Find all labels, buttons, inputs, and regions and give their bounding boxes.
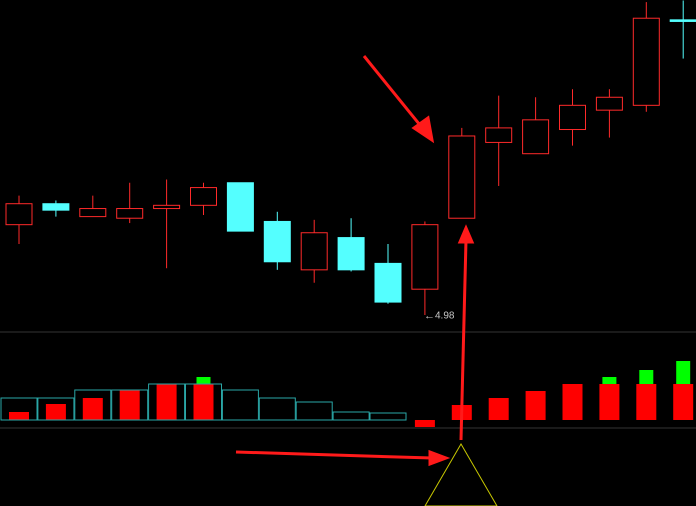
indicator-bar — [602, 377, 617, 384]
indicator-bar — [639, 370, 654, 384]
indicator-bar — [599, 384, 620, 420]
candle-body — [42, 203, 70, 211]
indicator-bar — [676, 361, 691, 384]
candle-body — [153, 204, 181, 210]
candle-body — [116, 208, 144, 219]
arrow — [459, 239, 468, 441]
arrows — [235, 55, 475, 467]
marks — [0, 0, 696, 427]
candle-body — [300, 232, 328, 271]
arrow — [235, 450, 433, 460]
indicator-bar — [525, 391, 546, 420]
triangle — [424, 443, 498, 506]
indicator-outline — [258, 397, 296, 421]
arrow — [362, 55, 426, 131]
indicator-bar — [636, 384, 657, 420]
candle-body — [374, 262, 402, 303]
low-arrow: ← — [424, 310, 435, 322]
candle-body — [448, 135, 476, 219]
indicator-outline — [295, 401, 333, 421]
indicator-outline — [0, 397, 38, 421]
candle-body — [522, 119, 550, 155]
indicator-outline — [332, 411, 370, 421]
arrow-head — [411, 115, 435, 144]
arrow-head — [428, 449, 451, 467]
candle-body — [79, 208, 107, 218]
candle-body — [559, 104, 586, 131]
candle-body — [226, 182, 254, 232]
indicator-outline — [74, 389, 112, 421]
indicator-bar — [414, 420, 435, 427]
candle-body — [337, 237, 365, 271]
indicator-bar — [119, 390, 140, 420]
indicator-outline — [185, 383, 222, 421]
indicator-bar — [562, 384, 583, 420]
candle-body — [411, 224, 439, 290]
indicator-bar — [45, 404, 66, 420]
candle-body — [5, 203, 33, 226]
indicator-bar — [156, 384, 177, 420]
indicator-bar — [196, 377, 211, 384]
arrow-head — [457, 224, 475, 244]
low-annotation: 4.98 — [435, 311, 455, 322]
indicator-bar — [9, 412, 29, 420]
candle-body — [669, 19, 696, 22]
indicator-bar — [193, 384, 214, 420]
indicator-bar — [82, 398, 103, 420]
indicator-bar — [488, 398, 509, 420]
candle-body — [190, 187, 217, 206]
indicator-outline — [221, 389, 259, 421]
indicator-outline — [111, 389, 149, 421]
indicator-outline — [37, 397, 75, 421]
indicator-outline — [148, 383, 186, 421]
indicator-bar — [673, 384, 694, 420]
candle-body — [595, 96, 623, 111]
candle-body — [485, 127, 513, 143]
candle-body — [263, 220, 291, 263]
indicator-outline — [369, 412, 407, 421]
candle-body — [632, 17, 660, 106]
